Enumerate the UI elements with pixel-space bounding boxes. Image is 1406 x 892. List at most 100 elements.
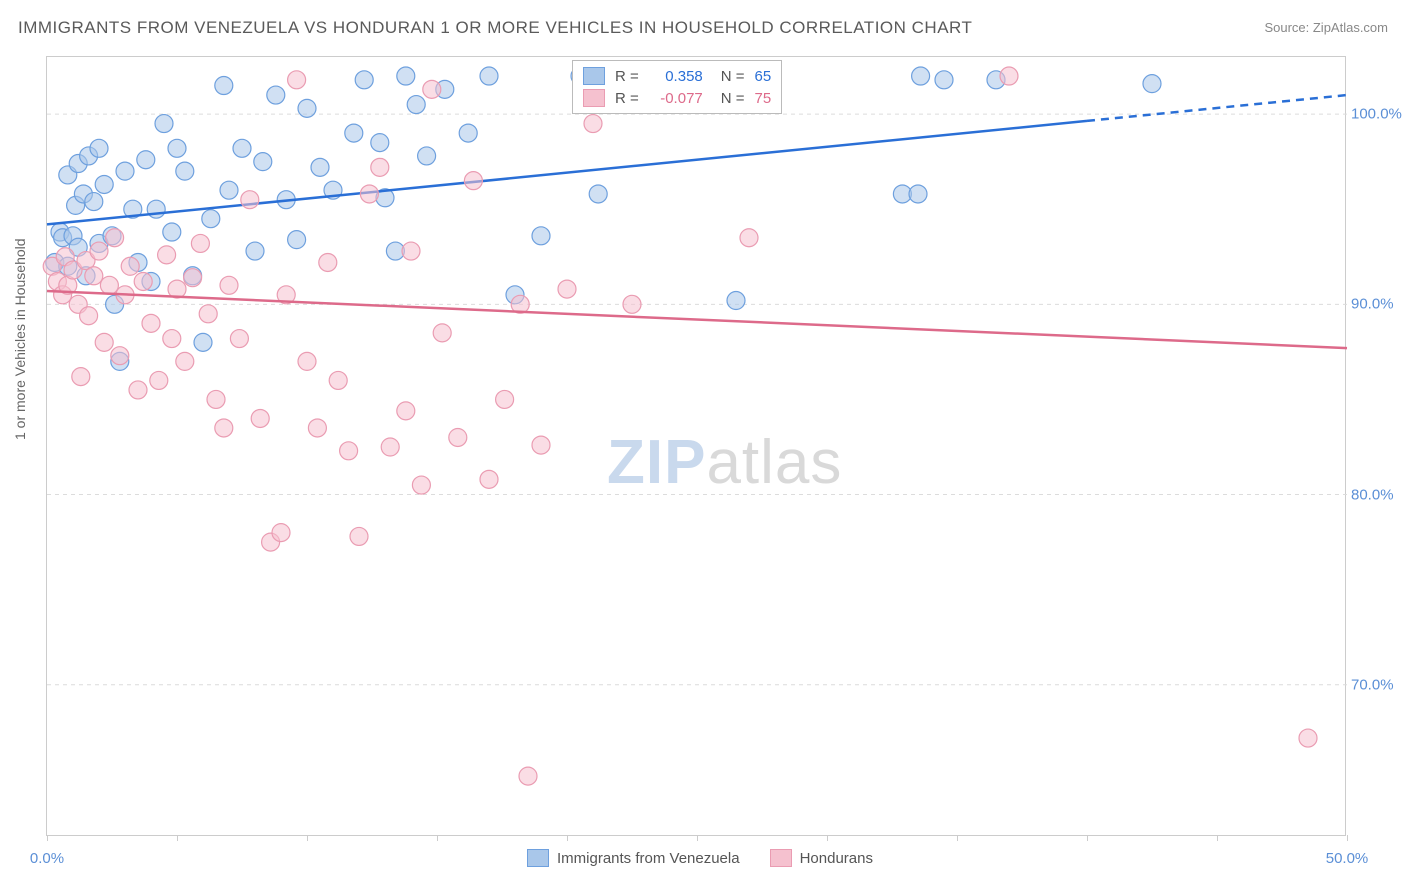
scatter-point xyxy=(95,333,113,351)
series-legend-item: Hondurans xyxy=(770,849,873,867)
scatter-point xyxy=(298,352,316,370)
scatter-point xyxy=(194,333,212,351)
series-legend-item: Immigrants from Venezuela xyxy=(527,849,740,867)
scatter-point xyxy=(272,524,290,542)
scatter-point xyxy=(407,96,425,114)
scatter-point xyxy=(85,193,103,211)
legend-swatch xyxy=(583,89,605,107)
scatter-point xyxy=(623,295,641,313)
scatter-point xyxy=(251,409,269,427)
scatter-point xyxy=(72,368,90,386)
chart-frame: ZIPatlas R =0.358N =65R =-0.077N =75 Imm… xyxy=(46,56,1346,836)
scatter-point xyxy=(230,330,248,348)
scatter-point xyxy=(168,139,186,157)
legend-row: R =0.358N =65 xyxy=(583,65,771,87)
source-label: Source: ZipAtlas.com xyxy=(1264,20,1388,35)
scatter-point xyxy=(137,151,155,169)
scatter-point xyxy=(121,257,139,275)
scatter-point xyxy=(215,419,233,437)
x-tick xyxy=(177,835,178,841)
scatter-point xyxy=(95,175,113,193)
scatter-point xyxy=(184,269,202,287)
scatter-point xyxy=(80,307,98,325)
scatter-point xyxy=(558,280,576,298)
scatter-point xyxy=(90,242,108,260)
scatter-point xyxy=(199,305,217,323)
scatter-point xyxy=(163,330,181,348)
scatter-point xyxy=(311,158,329,176)
scatter-point xyxy=(589,185,607,203)
x-tick xyxy=(437,835,438,841)
y-tick-label: 90.0% xyxy=(1351,296,1406,313)
legend-n-label: N = xyxy=(721,68,745,85)
scatter-point xyxy=(158,246,176,264)
scatter-point xyxy=(254,153,272,171)
scatter-point xyxy=(134,272,152,290)
scatter-point xyxy=(207,390,225,408)
scatter-point xyxy=(233,139,251,157)
trend-line xyxy=(47,121,1087,224)
scatter-point xyxy=(267,86,285,104)
scatter-point xyxy=(129,381,147,399)
series-legend-label: Immigrants from Venezuela xyxy=(557,850,740,867)
scatter-point xyxy=(480,470,498,488)
x-tick xyxy=(1087,835,1088,841)
scatter-point xyxy=(480,67,498,85)
x-tick-label: 50.0% xyxy=(1326,850,1369,867)
x-tick xyxy=(1347,835,1348,841)
x-tick xyxy=(307,835,308,841)
scatter-point xyxy=(412,476,430,494)
scatter-point xyxy=(163,223,181,241)
scatter-point xyxy=(329,371,347,389)
scatter-point xyxy=(355,71,373,89)
scatter-point xyxy=(319,253,337,271)
scatter-point xyxy=(155,115,173,133)
y-axis-label: 1 or more Vehicles in Household xyxy=(12,238,28,440)
x-tick xyxy=(697,835,698,841)
plot-svg xyxy=(47,57,1345,835)
scatter-point xyxy=(147,200,165,218)
scatter-point xyxy=(298,99,316,117)
legend-r-label: R = xyxy=(615,68,639,85)
scatter-point xyxy=(1000,67,1018,85)
scatter-point xyxy=(220,181,238,199)
scatter-point xyxy=(142,314,160,332)
series-legend-label: Hondurans xyxy=(800,850,873,867)
trend-line-dashed xyxy=(1087,95,1347,121)
scatter-point xyxy=(371,134,389,152)
scatter-point xyxy=(111,347,129,365)
scatter-point xyxy=(241,191,259,209)
legend-r-value: -0.077 xyxy=(649,90,703,107)
y-tick-label: 80.0% xyxy=(1351,486,1406,503)
scatter-point xyxy=(397,67,415,85)
correlation-legend: R =0.358N =65R =-0.077N =75 xyxy=(572,60,782,114)
scatter-point xyxy=(90,139,108,157)
scatter-point xyxy=(727,292,745,310)
scatter-point xyxy=(381,438,399,456)
scatter-point xyxy=(215,77,233,95)
legend-n-label: N = xyxy=(721,90,745,107)
legend-n-value: 75 xyxy=(755,90,772,107)
scatter-point xyxy=(532,436,550,454)
scatter-point xyxy=(935,71,953,89)
scatter-point xyxy=(371,158,389,176)
series-legend: Immigrants from Venezuela Hondurans xyxy=(527,849,873,867)
scatter-point xyxy=(1299,729,1317,747)
legend-r-value: 0.358 xyxy=(649,68,703,85)
scatter-point xyxy=(116,162,134,180)
scatter-point xyxy=(464,172,482,190)
chart-title: IMMIGRANTS FROM VENEZUELA VS HONDURAN 1 … xyxy=(18,18,972,38)
scatter-point xyxy=(202,210,220,228)
scatter-point xyxy=(85,267,103,285)
scatter-point xyxy=(519,767,537,785)
scatter-point xyxy=(106,229,124,247)
scatter-point xyxy=(433,324,451,342)
scatter-point xyxy=(397,402,415,420)
scatter-point xyxy=(496,390,514,408)
legend-swatch xyxy=(527,849,549,867)
scatter-point xyxy=(909,185,927,203)
scatter-point xyxy=(912,67,930,85)
x-tick xyxy=(957,835,958,841)
y-tick-label: 70.0% xyxy=(1351,676,1406,693)
scatter-point xyxy=(740,229,758,247)
